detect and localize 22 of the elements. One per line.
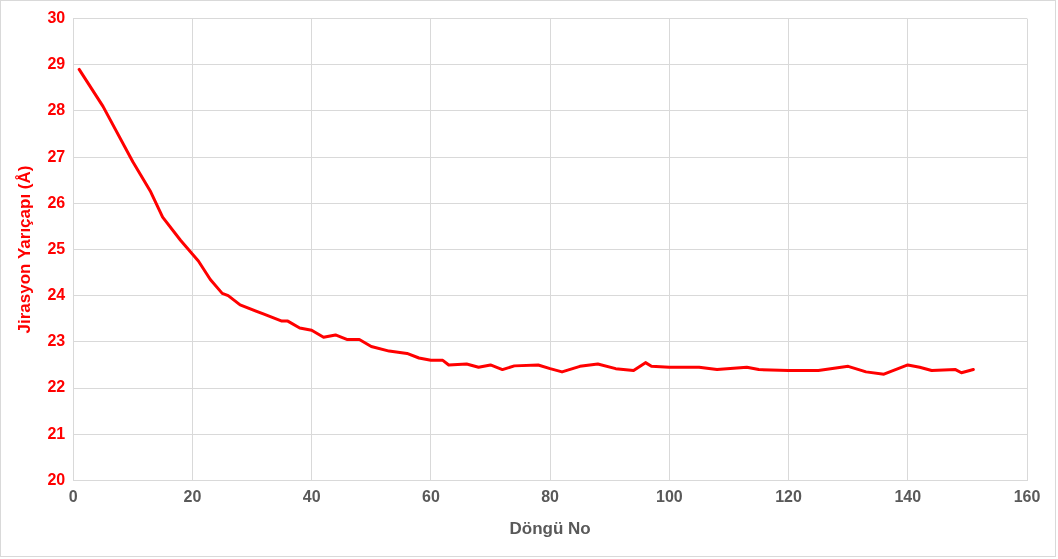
- y-tick-label: 24: [47, 286, 66, 304]
- x-tick-label: 120: [775, 488, 802, 506]
- y-tick-label: 21: [47, 424, 66, 442]
- x-tick-label: 40: [302, 488, 321, 506]
- y-tick-label: 22: [47, 378, 66, 396]
- y-axis-title: Jirasyon Yarıçapı (Å): [14, 165, 34, 334]
- x-tick-label: 140: [894, 488, 922, 506]
- x-tick-label: 80: [541, 488, 560, 506]
- x-tick-label: 20: [183, 488, 202, 506]
- x-tick-label: 60: [421, 488, 440, 506]
- x-tick-label: 0: [68, 488, 78, 506]
- y-tick-label: 20: [47, 470, 66, 488]
- x-tick-label: 100: [655, 488, 683, 506]
- y-tick-label: 29: [47, 55, 66, 73]
- y-tick-label: 28: [47, 101, 66, 119]
- y-tick-label: 25: [47, 239, 66, 257]
- y-tick-label: 30: [47, 9, 66, 27]
- x-tick-label: 160: [1013, 488, 1041, 506]
- x-axis-title: Döngü No: [509, 519, 591, 539]
- y-tick-label: 26: [47, 193, 66, 211]
- y-tick-label: 27: [47, 147, 66, 165]
- y-tick-label: 23: [47, 332, 66, 350]
